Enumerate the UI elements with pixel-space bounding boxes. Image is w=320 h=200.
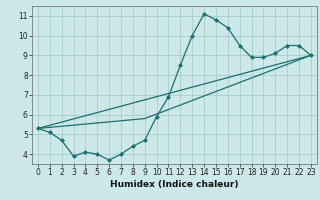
X-axis label: Humidex (Indice chaleur): Humidex (Indice chaleur) [110,180,239,189]
